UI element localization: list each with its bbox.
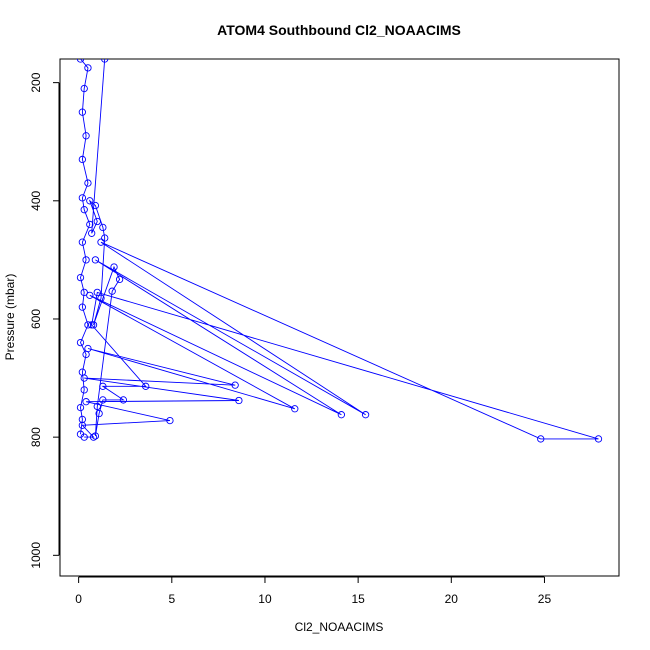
x-tick-label: 5 — [168, 592, 175, 606]
data-point — [166, 416, 174, 425]
data-point — [84, 321, 92, 329]
data-point — [86, 220, 94, 229]
x-tick-label: 15 — [351, 592, 365, 606]
data-point — [78, 303, 87, 311]
data-point — [91, 201, 100, 210]
data-point — [89, 433, 98, 441]
x-tick-label: 25 — [538, 592, 552, 606]
data-point — [82, 132, 90, 140]
data-point — [93, 402, 101, 411]
data-point — [76, 338, 85, 347]
y-tick-label: 400 — [29, 190, 43, 210]
data-point — [86, 197, 94, 205]
data-point — [594, 435, 603, 443]
data-point — [91, 432, 100, 440]
data-point — [80, 288, 88, 297]
data-point — [76, 59, 85, 63]
data-point — [95, 409, 103, 418]
data-point — [80, 386, 88, 394]
data-point — [80, 433, 88, 441]
data-point — [291, 405, 299, 413]
data-point — [99, 382, 107, 390]
y-tick-label: 200 — [29, 72, 43, 92]
chart-title: ATOM4 Southbound Cl2_NOAACIMS — [217, 22, 461, 38]
y-tick-label: 800 — [29, 427, 43, 447]
data-point — [84, 179, 92, 187]
x-tick-label: 20 — [445, 592, 459, 606]
data-point — [78, 155, 87, 164]
data-point — [99, 396, 107, 404]
data-point — [97, 294, 105, 302]
data-point — [76, 273, 85, 282]
series-line — [81, 59, 599, 440]
data-point — [97, 238, 105, 246]
data-point — [78, 194, 87, 202]
x-axis: 0 5 10 15 20 25 — [75, 576, 552, 606]
series-line — [80, 59, 91, 435]
data-point — [235, 396, 243, 405]
data-point — [84, 64, 92, 72]
data-point — [101, 59, 109, 63]
data-point — [88, 321, 96, 329]
data-point — [101, 234, 109, 242]
data-point — [82, 256, 90, 264]
data-point — [93, 217, 101, 226]
x-tick-label: 10 — [258, 592, 272, 606]
data-point — [119, 396, 128, 404]
y-tick-label: 1000 — [29, 542, 43, 569]
data-point — [89, 321, 98, 329]
data-point — [110, 263, 118, 271]
y-axis: 200 400 600 800 1000 — [29, 72, 60, 569]
data-point — [78, 421, 87, 429]
data-point — [82, 398, 90, 406]
data-point — [231, 381, 239, 389]
data-point — [361, 411, 370, 419]
data-point — [78, 415, 87, 424]
data-point — [80, 206, 88, 214]
data-point — [115, 275, 124, 284]
x-tick-label: 0 — [75, 592, 82, 606]
data-point — [108, 287, 116, 295]
data-point — [86, 291, 94, 299]
data-point — [93, 288, 101, 297]
data-point — [80, 84, 88, 93]
plot-frame — [59, 58, 620, 577]
data-point — [80, 374, 88, 382]
data-point — [78, 238, 87, 246]
data-point — [537, 435, 545, 443]
data-point — [99, 223, 107, 232]
data-point — [142, 382, 150, 390]
data-point — [78, 108, 87, 116]
y-axis-label: Pressure (mbar) — [3, 274, 17, 361]
y-tick-label: 600 — [29, 309, 43, 329]
data-point — [88, 229, 96, 237]
data-point — [76, 403, 85, 412]
x-axis-label: Cl2_NOAACIMS — [295, 620, 384, 634]
data-point — [337, 411, 346, 419]
data-point — [91, 256, 100, 264]
data-point — [84, 344, 92, 353]
plot-area — [76, 59, 603, 443]
